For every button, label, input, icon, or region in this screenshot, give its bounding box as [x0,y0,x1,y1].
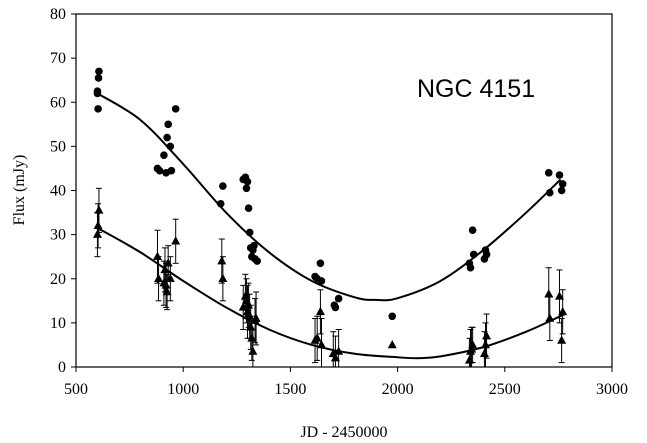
triangle-point [334,346,344,355]
y-tick-label: 0 [58,359,66,376]
triangle-point [247,333,257,342]
triangle-point [544,289,554,298]
triangle-point [93,220,103,230]
circle-point [160,151,168,159]
triangle-point [464,355,474,364]
circle-point [94,105,102,113]
y-tick-label: 40 [50,183,66,200]
circle-point [468,226,477,235]
triangle-point [545,313,555,322]
triangle-point [467,344,477,353]
triangle-point [161,280,171,289]
circle-point [557,186,566,195]
annotation-label: NGC 4151 [417,75,535,103]
triangle-point [557,335,567,344]
circle-point [245,228,254,237]
triangle-point [245,311,255,320]
circle-point [544,169,553,177]
x-tick-label: 1000 [167,381,199,398]
circle-point [216,199,225,208]
circle-point [558,180,567,188]
triangle-point [238,302,248,311]
circle-point [244,204,253,212]
circle-point [164,120,172,129]
triangle-point [315,306,325,316]
triangle-point [218,273,228,282]
y-tick-label: 70 [50,50,66,67]
circle-point [482,250,491,259]
circle-point [155,166,164,175]
x-tick-label: 2000 [382,381,414,398]
circle-point [331,303,340,312]
triangle-point [387,339,397,349]
fit-curves [96,92,566,360]
y-tick-label: 10 [50,315,66,332]
triangle-point [160,264,170,274]
triangle-point [246,322,256,331]
error-bars [94,187,566,368]
triangle-point [92,229,102,238]
y-axis-label: Flux (mJy) [11,155,28,226]
circle-point [242,184,251,193]
triangle-point [312,333,322,342]
y-tick-label: 60 [50,94,66,111]
triangle-point [248,346,258,355]
circle-point [243,177,252,186]
data-markers [92,67,568,364]
circle-point [94,74,103,82]
triangle-point [165,273,175,282]
circle-point [466,263,475,272]
y-tick-label: 20 [50,271,66,288]
triangle-point [154,273,164,282]
circle-point [250,241,258,250]
triangle-point [162,286,172,296]
triangle-point [163,258,173,267]
circle-point [469,250,478,259]
y-tick-label: 80 [50,6,66,23]
triangle-point [217,256,227,265]
circle-point [163,133,171,142]
y-tick-label: 50 [50,138,66,155]
circle-point [316,259,325,268]
circle-point [388,312,397,321]
circle-point [555,171,564,179]
triangle-point [171,236,181,245]
triangle-point [152,251,162,260]
x-tick-label: 500 [64,381,88,398]
circle-point [167,166,176,175]
circle-point [334,294,343,303]
x-tick-label: 2500 [489,381,521,398]
triangle-point [468,339,478,349]
y-tick-label: 30 [50,227,66,244]
triangle-point [482,331,492,340]
circle-point [93,87,102,96]
circle-point [171,105,180,113]
triangle-point [316,339,326,349]
triangle-point [240,291,250,300]
triangle-point [481,339,491,349]
triangle-point [479,348,489,358]
plot-frame [75,13,613,368]
triangle-point [554,291,564,300]
triangle-point [94,205,104,214]
circle-point [166,142,175,151]
axis-ticks: 500 1000 1500 2000 2500 3000 0 10 20 30 40 50 60 70 80 [50,6,628,398]
triangle-point [558,306,568,316]
x-tick-label: 3000 [596,381,628,398]
circle-point [546,188,554,197]
triangle-point [244,300,254,309]
circle-point [95,67,103,76]
triangle-point [330,353,340,362]
x-tick-label: 1500 [274,381,306,398]
x-axis-label: JD - 2450000 [300,424,387,441]
triangle-point [251,313,261,322]
circle-point [253,257,261,265]
circle-point [317,277,326,285]
circle-point [219,182,227,190]
